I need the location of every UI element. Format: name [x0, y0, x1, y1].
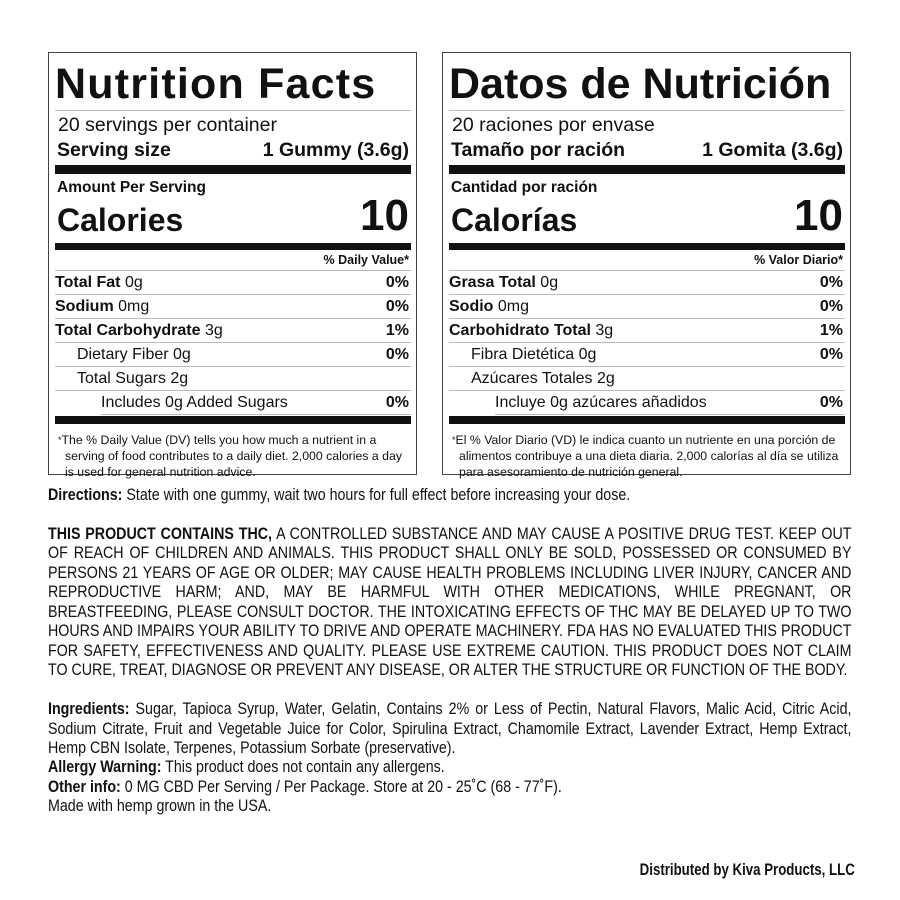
amount-per-serving: Amount Per Serving — [57, 179, 206, 196]
nutrient-row: Total Sugars 2g — [55, 367, 411, 391]
nutrient-row: Grasa Total 0g 0% — [449, 271, 845, 295]
nutrient-row: Includes 0g Added Sugars 0% — [101, 391, 411, 415]
daily-value-header: % Valor Diario* — [449, 250, 845, 271]
serving-size-label: Tamaño por ración — [451, 139, 626, 161]
nutrient-row: Dietary Fiber 0g 0% — [55, 343, 411, 367]
serving-size: Serving size 1 Gummy (3.6g) — [55, 138, 411, 162]
calories-row: Calories 10 — [55, 193, 411, 239]
divider-thick — [449, 416, 845, 424]
calories-value: 10 — [360, 191, 409, 240]
footnote: *El % Valor Diario (VD) le indica cuanto… — [452, 433, 839, 479]
divider-thick — [55, 165, 411, 174]
calories-label: Calorías — [451, 202, 578, 238]
divider-thick — [449, 165, 845, 174]
nutrient-row: Sodio 0mg 0% — [449, 295, 845, 319]
serving-size-value: 1 Gummy (3.6g) — [262, 139, 409, 161]
footnote: *The % Daily Value (DV) tells you how mu… — [58, 433, 402, 479]
serving-size: Tamaño por ración 1 Gomita (3.6g) — [449, 138, 845, 162]
divider-medium — [449, 243, 845, 250]
nutrient-row: Total Fat 0g 0% — [55, 271, 411, 295]
divider-thick — [55, 416, 411, 424]
serving-size-value: 1 Gomita (3.6g) — [702, 139, 843, 161]
servings-per-container: 20 raciones por envase — [452, 114, 655, 136]
nutrition-facts-panel-english: Nutrition Facts 20 servings per containe… — [48, 52, 417, 479]
thc-warning: THIS PRODUCT CONTAINS THC, A CONTROLLED … — [48, 524, 852, 680]
nutrient-row: Azúcares Totales 2g — [449, 367, 845, 391]
nutrient-row: Incluye 0g azúcares añadidos 0% — [495, 391, 845, 415]
made-in: Made with hemp grown in the USA. — [48, 797, 272, 816]
allergy-warning: Allergy Warning: This product does not c… — [48, 758, 445, 777]
amount-per-serving: Cantidad por ración — [451, 179, 598, 196]
directions: Directions: State with one gummy, wait t… — [48, 486, 631, 504]
calories-value: 10 — [794, 191, 843, 240]
nutrient-row: Carbohidrato Total 3g 1% — [449, 319, 845, 343]
calories-label: Calories — [57, 202, 184, 238]
serving-size-label: Serving size — [57, 139, 171, 161]
other-info: Other info: 0 MG CBD Per Serving / Per P… — [48, 777, 562, 796]
divider-medium — [55, 243, 411, 250]
nutrient-row: Fibra Dietética 0g 0% — [449, 343, 845, 367]
calories-row: Calorías 10 — [449, 193, 845, 239]
panel-title: Datos de Nutrición — [449, 58, 845, 111]
label-text: Directions: State with one gummy, wait t… — [48, 486, 851, 817]
daily-value-header: % Daily Value* — [55, 250, 411, 271]
nutrition-facts-panel-spanish: Datos de Nutrición 20 raciones por envas… — [442, 52, 851, 479]
servings-per-container: 20 servings per container — [58, 114, 277, 136]
distributor: Distributed by Kiva Products, LLC — [639, 860, 855, 879]
panel-title: Nutrition Facts — [55, 58, 411, 111]
nutrient-row: Total Carbohydrate 3g 1% — [55, 319, 411, 343]
ingredients: Ingredients: Sugar, Tapioca Syrup, Water… — [48, 700, 852, 757]
nutrient-row: Sodium 0mg 0% — [55, 295, 411, 319]
